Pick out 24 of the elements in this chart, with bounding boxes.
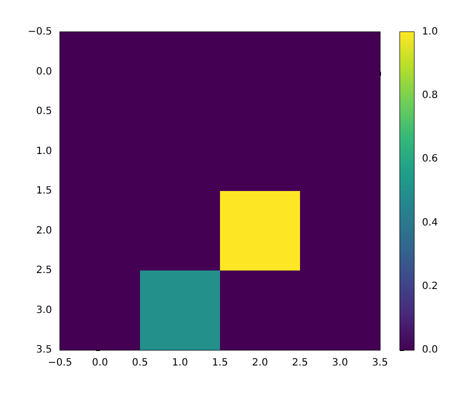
color-bar-label: 0.8 (422, 90, 438, 102)
y-tick-label: 3.0 (36, 304, 52, 316)
x-tick-label: 1.0 (172, 358, 188, 368)
y-tick-label: −0.5 (28, 26, 52, 38)
x-tick-label: 2.5 (292, 358, 308, 368)
x-tick-label: 1.5 (212, 358, 228, 368)
x-tick-label: 0.5 (132, 358, 148, 368)
y-tick-label: 1.5 (36, 186, 52, 196)
y-tick-label: 2.0 (36, 225, 52, 236)
x-tick-label: 0.0 (92, 358, 108, 368)
color-bar-label: 0.0 (422, 344, 438, 356)
x-tick-label: 3.5 (372, 358, 388, 368)
x-tick-label: 2.0 (252, 358, 268, 368)
y-tick-label: 0.0 (36, 66, 52, 78)
y-tick-label: 3.5 (36, 344, 52, 356)
y-tick-label: 0.5 (36, 106, 52, 117)
color-bar-label: 0.6 (422, 154, 438, 165)
y-tick-label: 2.5 (36, 265, 52, 276)
color-bar-label: 1.0 (422, 26, 438, 38)
color-bar-label: 0.4 (422, 217, 438, 228)
y-tick-label: 1.0 (36, 146, 52, 157)
x-tick-label: −0.5 (48, 358, 72, 368)
color-bar-label: 0.2 (422, 280, 438, 292)
x-tick-label: 3.0 (332, 358, 348, 368)
